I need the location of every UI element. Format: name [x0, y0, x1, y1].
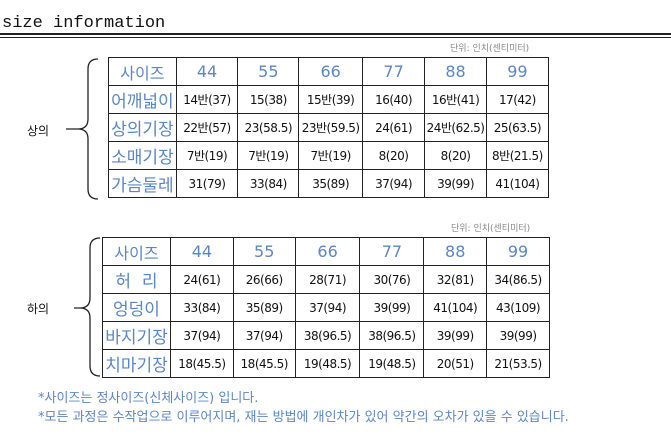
value-cell: 34(86.5) [486, 265, 550, 294]
value-cell: 37(94) [294, 293, 361, 322]
value-cell: 32(81) [423, 265, 488, 294]
header-cell: 44 [175, 57, 239, 86]
table-row: 엉덩이 33(84) 35(89) 37(94) 39(99) 41(104) 43(109… [102, 293, 550, 322]
unit-label-top: 단위: 인치(센티미터) [450, 44, 530, 54]
value-cell: 18(45.5) [232, 349, 296, 378]
table-row: 소매기장 7반(19) 7반(19) 7반(19) 8(20) 8(20) 8반(21.5) [108, 141, 550, 170]
value-cell: 23(58.5) [237, 113, 300, 142]
value-cell: 15반(39) [298, 85, 363, 114]
value-cell: 38(96.5) [294, 321, 361, 350]
header-cell: 99 [485, 57, 550, 86]
value-cell: 38(96.5) [359, 321, 425, 350]
header-cell: 88 [423, 237, 488, 266]
value-cell: 15(38) [237, 85, 300, 114]
top-size-table: 사이즈 44 55 66 77 88 99 어깨넓이 14반(37) 15(38) 15반(39) 1… [108, 57, 550, 198]
value-cell: 7반(19) [237, 141, 300, 170]
title-divider [0, 33, 671, 38]
header-cell: 55 [232, 237, 296, 266]
value-cell: 19(48.5) [294, 349, 361, 378]
row-label: 상의기장 [108, 113, 177, 142]
note-size: *사이즈는 정사이즈(신체사이즈) 입니다. [38, 391, 259, 406]
value-cell: 20(51) [423, 349, 488, 378]
note-handmade: *모든 과정은 수작업으로 이루어지며, 재는 방법에 개인차가 있어 약간의 … [38, 410, 569, 425]
value-cell: 37(94) [232, 321, 296, 350]
header-cell: 66 [294, 237, 361, 266]
row-label: 바지기장 [102, 321, 171, 350]
value-cell: 8(20) [361, 141, 426, 170]
value-cell: 37(94) [361, 169, 426, 198]
value-cell: 24반(62.5) [424, 113, 487, 142]
table-row: 바지기장 37(94) 37(94) 38(96.5) 38(96.5) 39(99) 39… [102, 321, 550, 350]
value-cell: 14반(37) [175, 85, 239, 114]
value-cell: 16(40) [361, 85, 426, 114]
bottom-size-table: 사이즈 44 55 66 77 88 99 허 리 24(61) 26(66) 28(71) 30(7… [102, 237, 550, 378]
header-row: 사이즈 44 55 66 77 88 99 [108, 57, 550, 86]
value-cell: 23반(59.5) [298, 113, 363, 142]
table-row: 치마기장 18(45.5) 18(45.5) 19(48.5) 19(48.5) 20(5… [102, 349, 550, 378]
value-cell: 35(89) [232, 293, 296, 322]
row-label: 어깨넓이 [108, 85, 177, 114]
group-label-bottom: 하의 [27, 302, 50, 316]
page-title: size information [2, 14, 166, 33]
value-cell: 25(63.5) [485, 113, 550, 142]
value-cell: 43(109) [486, 293, 550, 322]
value-cell: 21(53.5) [486, 349, 550, 378]
unit-label-bottom: 단위: 인치(센티미터) [451, 224, 531, 234]
value-cell: 30(76) [359, 265, 425, 294]
value-cell: 39(99) [423, 321, 488, 350]
table-row: 상의기장 22반(57) 23(58.5) 23반(59.5) 24(61) 24반(62… [108, 113, 550, 142]
value-cell: 31(79) [175, 169, 239, 198]
value-cell: 24(61) [169, 265, 234, 294]
table-row: 허 리 24(61) 26(66) 28(71) 30(76) 32(81) 34(86.5… [102, 265, 550, 294]
value-cell: 37(94) [169, 321, 234, 350]
row-label: 엉덩이 [102, 293, 171, 322]
header-cell: 77 [359, 237, 425, 266]
group-label-top: 상의 [27, 124, 50, 138]
row-label: 가슴둘레 [108, 169, 177, 198]
value-cell: 8(20) [424, 141, 487, 170]
value-cell: 18(45.5) [169, 349, 234, 378]
value-cell: 28(71) [294, 265, 361, 294]
brace-icon [74, 237, 101, 377]
header-cell: 55 [237, 57, 300, 86]
value-cell: 39(99) [424, 169, 487, 198]
value-cell: 33(84) [169, 293, 234, 322]
header-row: 사이즈 44 55 66 77 88 99 [102, 237, 550, 266]
header-cell: 99 [486, 237, 550, 266]
value-cell: 17(42) [485, 85, 550, 114]
value-cell: 16반(41) [424, 85, 487, 114]
value-cell: 24(61) [361, 113, 426, 142]
value-cell: 41(104) [485, 169, 550, 198]
value-cell: 22반(57) [175, 113, 239, 142]
row-label: 치마기장 [102, 349, 171, 378]
header-cell: 88 [424, 57, 487, 86]
value-cell: 19(48.5) [359, 349, 425, 378]
header-cell: 44 [169, 237, 234, 266]
row-label: 소매기장 [108, 141, 177, 170]
value-cell: 33(84) [237, 169, 300, 198]
value-cell: 39(99) [486, 321, 550, 350]
header-cell: 77 [361, 57, 426, 86]
table-row: 가슴둘레 31(79) 33(84) 35(89) 37(94) 39(99) 41(104… [108, 169, 550, 198]
value-cell: 26(66) [232, 265, 296, 294]
row-label: 허 리 [102, 265, 171, 294]
value-cell: 7반(19) [175, 141, 239, 170]
value-cell: 7반(19) [298, 141, 363, 170]
value-cell: 41(104) [423, 293, 488, 322]
value-cell: 8반(21.5) [485, 141, 550, 170]
header-cell: 사이즈 [102, 237, 171, 266]
value-cell: 35(89) [298, 169, 363, 198]
value-cell: 39(99) [359, 293, 425, 322]
table-row: 어깨넓이 14반(37) 15(38) 15반(39) 16(40) 16반(41) 17(… [108, 85, 550, 114]
header-cell: 66 [298, 57, 363, 86]
brace-icon [66, 58, 99, 200]
header-cell: 사이즈 [108, 57, 177, 86]
